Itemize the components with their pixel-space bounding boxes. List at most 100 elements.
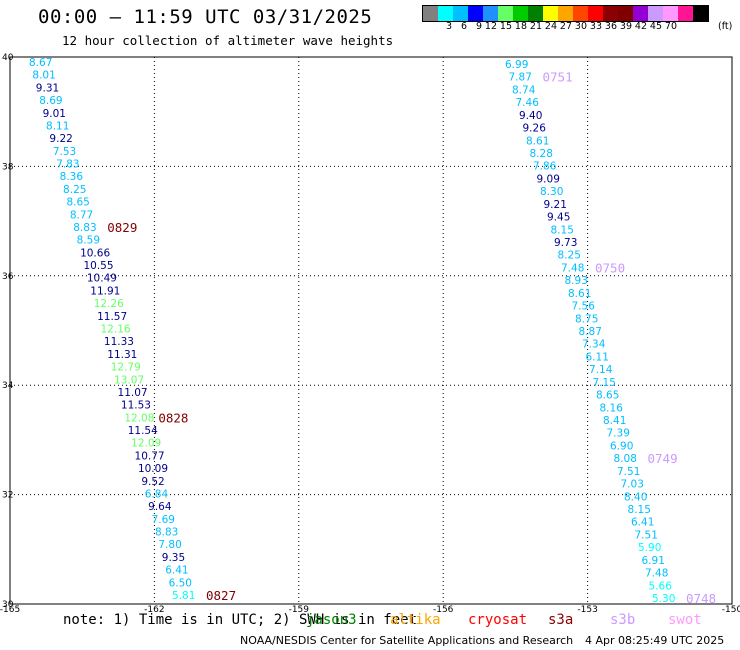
scale-swatch [693, 6, 708, 21]
wave-height-label: 11.57 [97, 311, 127, 323]
scale-tick-label: 45 [649, 21, 662, 32]
wave-height-label: 11.07 [118, 387, 148, 399]
scale-swatch [423, 6, 438, 21]
wave-height-label: 7.46 [516, 97, 540, 109]
wave-height-label: 8.87 [579, 326, 602, 338]
scale-swatch [438, 6, 453, 21]
scale-swatch [558, 6, 573, 21]
wave-height-label: 7.51 [635, 529, 658, 541]
wave-height-label: 7.48 [645, 568, 668, 580]
scale-tick-label: 36 [604, 21, 617, 32]
map-frame [9, 56, 733, 605]
scale-swatch [618, 6, 633, 21]
scale-tick-label: 6 [460, 21, 467, 32]
wave-height-label: 10.09 [138, 463, 168, 475]
wave-height-label: 9.64 [148, 501, 172, 513]
wave-height-label: 6.11 [586, 351, 609, 363]
scale-tick-label: 70 [664, 21, 677, 32]
wave-height-label: 10.66 [80, 247, 110, 259]
legend-item-cryosat: cryosat [468, 612, 528, 628]
longitude-tick-label: -159 [289, 605, 310, 615]
wave-height-label: 7.14 [589, 364, 613, 376]
wave-height-label: 11.54 [128, 425, 158, 437]
wave-height-label: 8.08 [614, 453, 637, 465]
scale-tick-label: 21 [529, 21, 542, 32]
wave-height-label: 5.81 [172, 590, 195, 602]
wave-height-label: 8.83 [73, 222, 96, 234]
wave-height-label: 9.01 [43, 108, 66, 120]
scale-tick-label: 27 [559, 21, 572, 32]
scale-swatch [498, 6, 513, 21]
pass-time-label: 0827 [206, 588, 236, 603]
wave-height-label: 12.08 [124, 412, 154, 424]
wave-height-label: 8.65 [66, 197, 89, 209]
scale-tick-label: 9 [475, 21, 482, 32]
wave-height-label: 9.73 [554, 237, 577, 249]
wave-height-label: 12.16 [101, 324, 131, 336]
wave-height-label: 8.25 [63, 184, 86, 196]
wave-height-label: 9.35 [162, 552, 185, 564]
longitude-tick-label: -165 [0, 605, 20, 615]
wave-height-label: 7.56 [572, 301, 596, 313]
generation-timestamp: 4 Apr 08:25:49 UTC 2025 [585, 634, 725, 647]
wave-height-label: 9.52 [141, 476, 164, 488]
pass-time-label: 0749 [648, 451, 678, 466]
legend-item-altika: altika [390, 612, 441, 628]
wave-height-label: 6.99 [505, 59, 528, 71]
wave-height-label: 8.65 [596, 390, 619, 402]
scale-swatch [678, 6, 693, 21]
scale-swatch [453, 6, 468, 21]
legend-item-swot: swot [668, 612, 702, 628]
wave-height-label: 7.80 [158, 539, 181, 551]
legend-item-s3b: s3b [610, 612, 636, 628]
wave-height-label: 9.40 [519, 110, 542, 122]
wave-height-label: 8.61 [526, 135, 549, 147]
wave-height-label: 8.11 [46, 120, 69, 132]
wave-height-label: 12.26 [94, 298, 124, 310]
scale-tick-label: 42 [634, 21, 647, 32]
scale-swatch [573, 6, 588, 21]
wave-height-color-scale [422, 5, 709, 22]
wave-height-label: 6.50 [169, 577, 192, 589]
wave-height-label: 8.28 [530, 148, 553, 160]
wave-height-label: 7.87 [509, 72, 532, 84]
latitude-tick-label: 32 [2, 491, 13, 501]
wave-height-label: 8.36 [60, 171, 84, 183]
wave-height-label: 8.15 [628, 504, 651, 516]
wave-height-label: 8.67 [29, 57, 52, 69]
wave-height-label: 6.41 [165, 565, 188, 577]
wave-height-label: 6.41 [631, 517, 654, 529]
footer-note: note: 1) Time is in UTC; 2) SWH is in fe… [63, 612, 418, 628]
wave-height-label: 7.34 [582, 339, 606, 351]
wave-height-label: 8.01 [32, 70, 55, 82]
wave-height-label: 8.69 [39, 95, 62, 107]
wave-height-label: 8.25 [558, 250, 581, 262]
legend-item-s3a: s3a [548, 612, 574, 628]
wave-height-label: 6.84 [145, 488, 169, 500]
wave-height-label: 5.30 [652, 593, 675, 605]
wave-height-label: 8.74 [512, 84, 536, 96]
wave-height-label: 9.22 [49, 133, 72, 145]
scale-swatch [588, 6, 603, 21]
wave-height-label: 6.91 [642, 555, 665, 567]
wave-height-label: 8.30 [540, 186, 563, 198]
wave-height-label: 8.61 [568, 288, 591, 300]
scale-tick-label: 15 [499, 21, 512, 32]
wave-height-label: 7.86 [533, 161, 557, 173]
longitude-tick-label: -150 [722, 605, 740, 615]
pass-time-label: 0828 [158, 410, 188, 425]
scale-swatch [483, 6, 498, 21]
longitude-tick-label: -153 [577, 605, 597, 615]
scale-swatch [528, 6, 543, 21]
map-subtitle: 12 hour collection of altimeter wave hei… [62, 33, 394, 48]
wave-height-label: 7.53 [53, 146, 76, 158]
pass-time-label: 0829 [107, 220, 137, 235]
latitude-tick-label: 30 [2, 600, 14, 610]
scale-swatch [468, 6, 483, 21]
wave-height-label: 9.21 [544, 199, 567, 211]
wave-height-label: 10.55 [83, 260, 113, 272]
scale-tick-label: 30 [574, 21, 587, 32]
wave-height-label: 9.26 [523, 123, 547, 135]
wave-height-label: 8.16 [600, 402, 624, 414]
wave-height-label: 11.91 [90, 285, 120, 297]
